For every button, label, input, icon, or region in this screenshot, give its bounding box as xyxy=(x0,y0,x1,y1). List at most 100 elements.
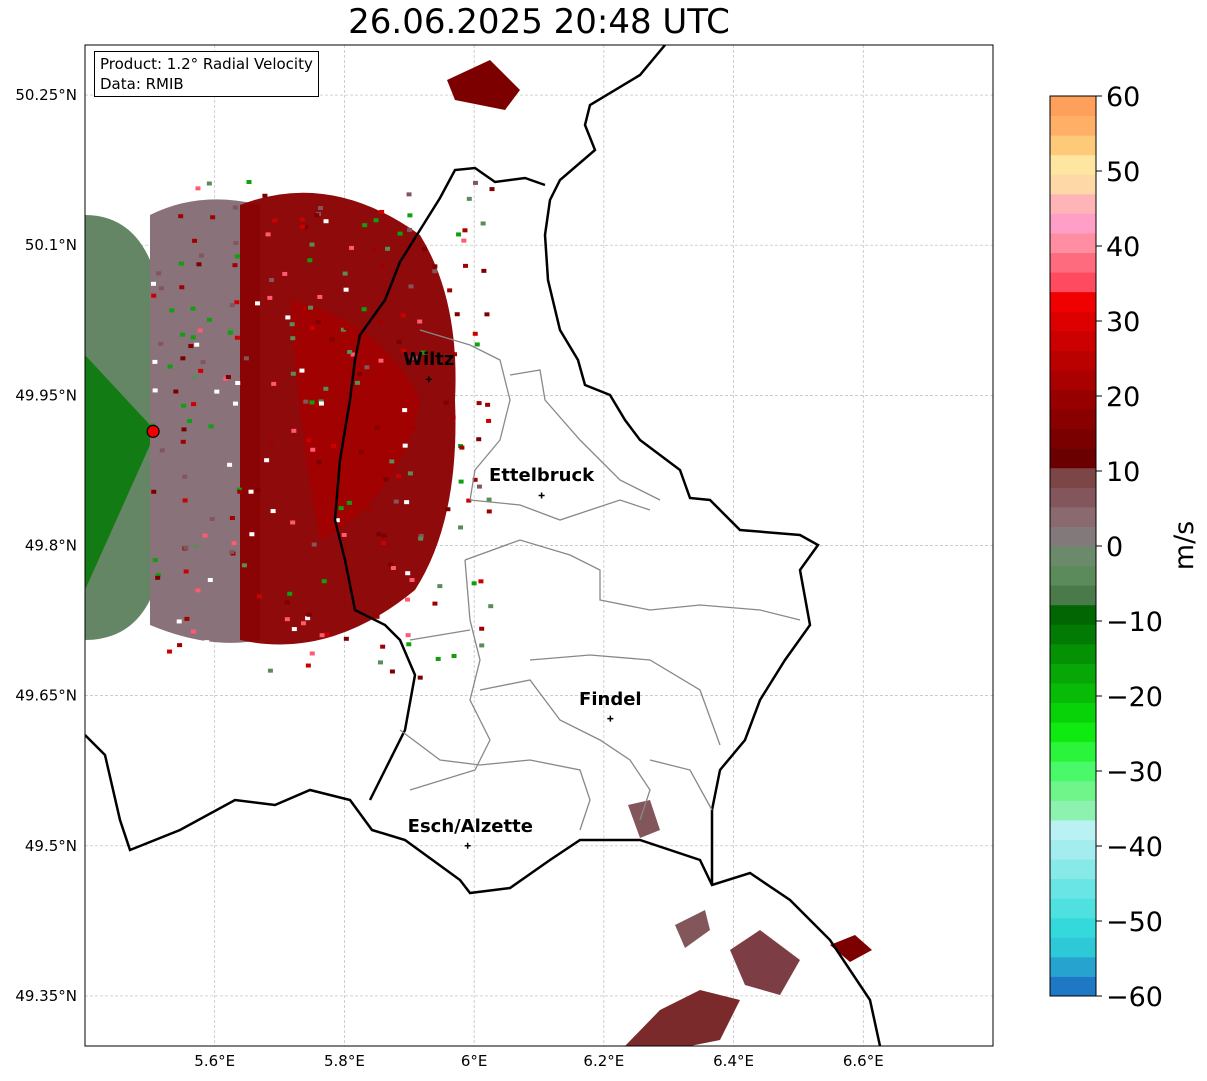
colorbar-tick-label: 30 xyxy=(1106,307,1140,338)
colorbar-segment xyxy=(1050,800,1096,821)
colorbar-segment xyxy=(1050,428,1096,449)
echo-speckle xyxy=(193,544,199,549)
echo-speckle xyxy=(484,312,490,317)
echo-speckle xyxy=(180,439,186,444)
echo-speckle xyxy=(210,215,216,220)
echo-speckle xyxy=(155,573,161,578)
echo-speckle xyxy=(289,322,295,327)
echo-speckle xyxy=(234,335,240,340)
echo-speckle xyxy=(208,424,214,429)
echo-speckle xyxy=(152,388,158,393)
echo-speckle xyxy=(393,499,399,504)
echo-speckle xyxy=(476,401,482,406)
echo-speckle xyxy=(178,214,184,219)
echo-speckle xyxy=(182,498,188,503)
city-label: Esch/Alzette xyxy=(407,815,533,837)
echo-speckle xyxy=(229,515,235,520)
echo-speckle xyxy=(234,300,240,305)
echo-speckle xyxy=(458,479,464,484)
echo-speckle xyxy=(417,319,423,324)
echo-speckle xyxy=(407,213,413,218)
product-info-box: Product: 1.2° Radial Velocity Data: RMIB xyxy=(94,51,319,97)
colorbar-segment xyxy=(1050,448,1096,469)
velocity-colorbar: 60 50 40 30 20 10 0 −10 −20 −30 −40 −50 −60 xyxy=(1049,82,1163,1013)
colorbar-segment xyxy=(1050,154,1096,175)
echo-speckle xyxy=(334,518,340,523)
echo-southeast-3 xyxy=(830,935,872,962)
echo-speckle xyxy=(282,271,288,276)
echo-speckle xyxy=(158,341,164,346)
colorbar-tick-label: 0 xyxy=(1106,532,1123,563)
echo-speckle xyxy=(177,643,183,648)
echo-speckle xyxy=(331,444,337,449)
colorbar-segment xyxy=(1050,330,1096,351)
echo-speckle xyxy=(323,386,329,391)
echo-speckle xyxy=(248,489,254,494)
colorbar-tick-label: 20 xyxy=(1106,382,1140,413)
lon-tick-label: 6.2°E xyxy=(583,1052,624,1070)
echo-speckle xyxy=(418,536,424,541)
echo-speckle xyxy=(377,660,383,665)
echo-north xyxy=(447,60,520,110)
map-title: 26.06.2025 20:48 UTC xyxy=(348,2,730,42)
echo-speckle xyxy=(307,258,313,263)
echo-speckle xyxy=(264,458,270,463)
colorbar-tick-label: −10 xyxy=(1106,607,1163,638)
echo-speckle xyxy=(152,558,158,563)
echo-speckle xyxy=(407,227,413,232)
echo-speckle xyxy=(378,358,384,363)
echo-speckle xyxy=(309,242,315,247)
echo-speckle xyxy=(308,305,314,310)
echo-speckle xyxy=(402,408,408,413)
echo-speckle xyxy=(343,636,349,641)
echo-speckle xyxy=(390,566,396,571)
colorbar-segment xyxy=(1050,291,1096,312)
echo-speckle xyxy=(472,477,478,482)
echo-speckle xyxy=(451,653,457,658)
colorbar-tick-label: 60 xyxy=(1106,82,1140,113)
echo-speckle xyxy=(405,571,411,576)
echo-speckle xyxy=(343,325,349,330)
colorbar-segment xyxy=(1050,272,1096,293)
echo-speckle xyxy=(323,219,329,224)
echo-speckle xyxy=(341,532,347,537)
echo-speckle xyxy=(180,332,186,337)
echo-speckle xyxy=(158,286,164,291)
echo-speckle xyxy=(343,287,349,292)
colorbar-segment xyxy=(1050,96,1096,117)
colorbar-tick-label: −50 xyxy=(1106,907,1163,938)
echo-speckle xyxy=(432,269,438,274)
echo-southeast-2 xyxy=(730,930,800,995)
colorbar-tick-label: 50 xyxy=(1106,157,1140,188)
echo-speckle xyxy=(299,224,305,229)
echo-speckle xyxy=(310,447,316,452)
echo-speckle xyxy=(454,312,460,317)
colorbar-segment xyxy=(1050,604,1096,625)
lat-tick-label: 50.1°N xyxy=(25,236,77,254)
echo-speckle xyxy=(198,253,204,258)
echo-speckle xyxy=(421,247,427,252)
axis-ticks: 50.25°N 50.1°N 49.95°N 49.8°N 49.65°N 49.5°N 4… xyxy=(15,86,883,1070)
echo-speckle xyxy=(306,612,312,617)
echo-speckle xyxy=(236,487,242,492)
echo-speckle xyxy=(155,575,161,580)
colorbar-segment xyxy=(1050,898,1096,919)
echo-speckle xyxy=(198,368,204,373)
colorbar-segment xyxy=(1050,937,1096,958)
echo-speckle xyxy=(335,345,341,350)
echo-speckle xyxy=(150,281,156,286)
echo-speckle xyxy=(195,186,201,191)
colorbar-segment xyxy=(1050,917,1096,938)
echo-speckle xyxy=(437,584,443,589)
echo-speckle xyxy=(290,336,296,341)
echo-speckle xyxy=(317,294,323,299)
echo-speckle xyxy=(476,437,482,442)
echo-speckle xyxy=(418,533,424,538)
echo-speckle xyxy=(290,520,296,525)
echo-speckle xyxy=(456,232,462,237)
echo-speckle xyxy=(462,228,468,233)
echo-speckle xyxy=(316,460,322,465)
echo-speckle xyxy=(255,487,261,492)
echo-speckle xyxy=(452,352,458,357)
echo-speckle xyxy=(262,193,268,198)
